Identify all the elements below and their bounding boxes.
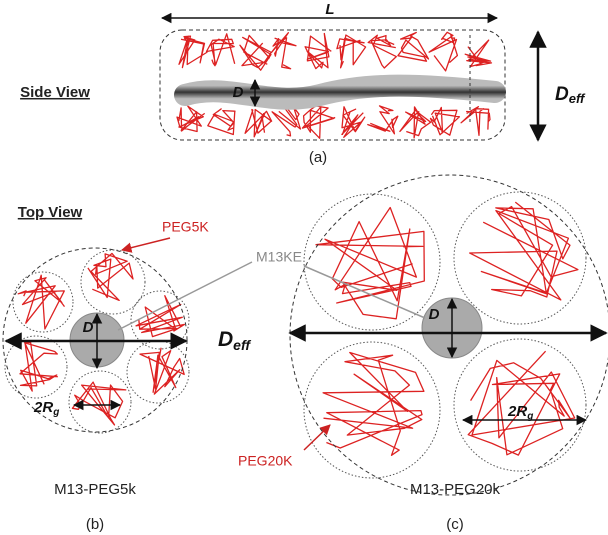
peg-coil <box>367 105 399 135</box>
rg-sub: g <box>52 407 59 418</box>
side-view-label: Side View <box>20 84 90 101</box>
peg-coil <box>87 252 134 302</box>
peg-coil <box>207 108 236 136</box>
peg-coil <box>244 108 273 138</box>
peg-coil <box>176 105 206 133</box>
name-left: M13-PEG5k <box>54 481 136 498</box>
peg-coil <box>428 31 459 72</box>
diameter-label: D <box>233 84 244 101</box>
core-label: M13KE <box>256 249 302 265</box>
caption-b: (b) <box>86 516 104 533</box>
peg-coil <box>336 34 367 69</box>
peg-coil <box>139 347 185 395</box>
peg-domain <box>68 370 132 434</box>
peg-coil <box>464 39 493 68</box>
rg-base: 2R <box>33 399 53 416</box>
peg-coil <box>270 32 297 70</box>
deff-base: D <box>555 84 569 105</box>
peg-coil <box>239 34 272 71</box>
deff-label-left: Deff <box>218 328 251 353</box>
peg-coil <box>460 106 491 137</box>
peg-coil <box>397 31 430 62</box>
peg-coil <box>135 295 186 338</box>
peg-domain <box>80 249 146 315</box>
peg-domain <box>4 335 68 399</box>
peg-pointer-right <box>303 424 331 451</box>
diameter-label-left: D <box>83 319 94 336</box>
peg-coil <box>399 106 432 139</box>
peg-label-left: PEG5K <box>162 219 209 235</box>
name-right: M13-PEG20k <box>410 481 501 498</box>
deff-base: D <box>218 328 233 351</box>
peg-coil <box>469 201 579 301</box>
caption-a: (a) <box>309 149 327 166</box>
core-pointer-left <box>117 261 253 331</box>
peg-label-right: PEG20K <box>238 453 293 469</box>
peg-coil <box>205 33 236 67</box>
deff-sub: eff <box>569 91 586 106</box>
peg-domain <box>130 290 190 350</box>
peg-coil <box>178 35 208 69</box>
caption-c: (c) <box>446 516 464 533</box>
peg-domain <box>453 191 587 325</box>
peg-coil <box>71 381 127 426</box>
peg-coil <box>19 341 58 392</box>
peg-coil <box>304 32 332 70</box>
peg-coil <box>367 34 397 69</box>
peg-coil <box>301 105 336 139</box>
rg-base: 2R <box>507 403 527 420</box>
length-label: L <box>325 1 334 18</box>
deff-sub: eff <box>233 337 251 353</box>
peg-coil <box>315 206 425 320</box>
polymer-coils <box>17 31 579 456</box>
peg-domain <box>303 341 441 479</box>
peg-domain <box>303 193 441 331</box>
phage-rod <box>174 74 506 110</box>
diameter-label-right: D <box>429 306 440 323</box>
rg-label-left: 2Rg <box>33 399 59 418</box>
rg-label-right: 2Rg <box>507 403 533 422</box>
peg-coil <box>17 274 66 330</box>
peg-coil <box>271 105 302 137</box>
peg-coil <box>322 351 425 456</box>
peg-coil <box>429 106 461 136</box>
top-view-label: Top View <box>18 204 83 221</box>
peg-domain <box>12 271 74 333</box>
peg-coil <box>341 106 366 138</box>
core-pointer-right <box>303 265 426 319</box>
side-envelope <box>159 29 506 141</box>
peg-pointer-left <box>120 237 171 253</box>
peg-domain <box>453 338 587 472</box>
peg-domain <box>126 340 190 404</box>
peg-coil <box>467 350 576 456</box>
rg-sub: g <box>526 411 533 422</box>
deff-label: Deff <box>555 84 586 106</box>
